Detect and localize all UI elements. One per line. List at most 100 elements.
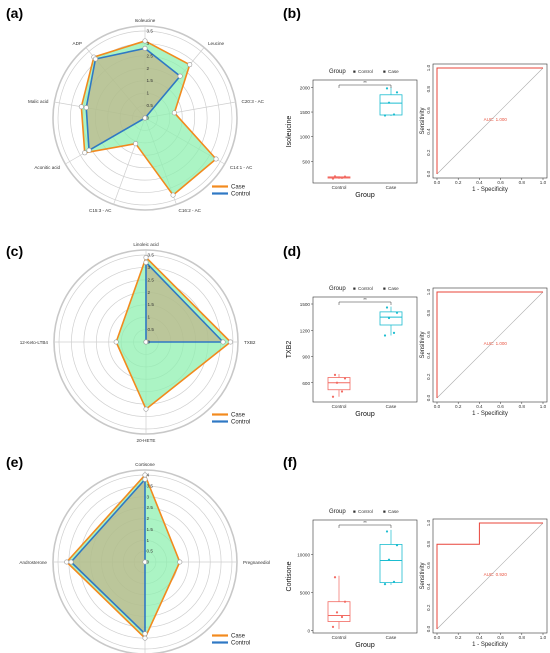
roc-y-axis-label: Sensitivity (420, 562, 426, 589)
box-x-axis-label: Group (355, 192, 375, 199)
radar-axis-label: Malic acid (28, 99, 49, 104)
box-legend-label: Control (358, 509, 373, 514)
box-point (335, 176, 339, 179)
radar-point (142, 476, 148, 482)
radar-point (143, 254, 149, 260)
roc-y-tick-label: 0.0 (426, 394, 431, 401)
radar-tick-label: 1.5 (148, 302, 155, 307)
roc-y-tick-label: 1.0 (426, 64, 431, 71)
radar-point (92, 56, 98, 62)
box-y-tick-label: 10000 (297, 552, 310, 557)
roc-y-axis-label: Sensitivity (420, 331, 426, 358)
radar-point (177, 73, 183, 79)
roc-x-tick-label: 0.0 (434, 635, 441, 640)
legend-label-control: Control (231, 641, 250, 647)
radar-tick-label: 1 (147, 538, 150, 543)
box-y-tick-label: 600 (302, 381, 310, 386)
roc-y-axis-label: Sensitivity (420, 107, 426, 134)
panel-label-f: (f) (283, 454, 297, 470)
box-point (333, 373, 337, 376)
roc-y-tick-label: 0.0 (426, 625, 431, 632)
legend-key-icon: ■ (353, 69, 356, 74)
box-point (331, 625, 335, 628)
roc-diagonal (436, 67, 544, 175)
radar-point (82, 150, 88, 156)
box-point (392, 331, 396, 334)
radar-tick-label: 2 (148, 290, 151, 295)
roc-y-tick-label: 0.6 (426, 562, 431, 569)
roc-auc-label: AUC: 0.920 (484, 572, 508, 577)
box-case (379, 94, 403, 116)
box-point (340, 390, 344, 393)
panel-label-d: (d) (283, 243, 301, 259)
roc-y-tick-label: 1.0 (426, 288, 431, 295)
roc-x-tick-label: 1.0 (540, 404, 547, 409)
roc-x-tick-label: 0.6 (497, 180, 504, 185)
radar-point (143, 406, 149, 412)
radar-point (113, 339, 119, 345)
roc-x-tick-label: 0.4 (476, 635, 483, 640)
roc-x-axis-label: 1 - Specificity (472, 642, 508, 648)
roc-y-tick-label: 0.2 (426, 373, 431, 380)
roc-x-tick-label: 0.0 (434, 404, 441, 409)
roc-curve (436, 522, 543, 629)
radar-axis-label: Linoleic acid (133, 242, 159, 247)
roc-y-tick-label: 0.6 (426, 331, 431, 338)
panel-label-e: (e) (6, 454, 23, 470)
radar-axis-label: Isoleucine (135, 18, 156, 23)
box-point (387, 316, 391, 320)
radar-tick-label: 2.5 (147, 53, 154, 58)
radar-axis-label: ADP (73, 41, 82, 46)
roc-y-tick-label: 0.0 (426, 170, 431, 177)
significance-bracket (338, 84, 392, 88)
radar-point (78, 104, 84, 110)
roc-y-tick-label: 0.4 (426, 583, 431, 590)
box-point (340, 176, 344, 179)
box-case (379, 311, 403, 326)
significance-label: ** (363, 80, 367, 85)
significance-label: ** (363, 520, 367, 525)
radar-axis-label: Androsterone (19, 560, 47, 565)
roc-y-tick-label: 1.0 (426, 519, 431, 526)
roc-x-tick-label: 0.2 (455, 180, 462, 185)
radar-axis-label: Aconitic acid (34, 165, 60, 170)
radar-tick-label: 2.5 (148, 277, 155, 282)
roc-x-tick-label: 0.4 (476, 404, 483, 409)
box-y-tick-label: 500 (302, 159, 310, 164)
roc-diagonal (436, 522, 544, 630)
radar-point (142, 631, 148, 637)
box-x-tick-label: Control (332, 635, 347, 640)
radar-tick-label: 1.5 (147, 78, 154, 83)
radar-tick-label: 2 (147, 516, 150, 521)
box-y-tick-label: 1000 (300, 135, 311, 140)
radar-series-control (145, 261, 224, 343)
roc-x-tick-label: 0.6 (497, 404, 504, 409)
radar-axis-label: C20:3 - AC (242, 99, 265, 104)
radar-tick-label: 0 (147, 560, 150, 565)
roc-y-tick-label: 0.4 (426, 352, 431, 359)
panel-label-c: (c) (6, 243, 23, 259)
box-point (331, 177, 335, 180)
box-point (392, 580, 396, 583)
radar-point (142, 38, 148, 44)
significance-bracket (338, 524, 392, 528)
box-point (333, 576, 337, 579)
roc-y-tick-label: 0.8 (426, 310, 431, 317)
radar-axis-label: TXB2 (244, 340, 256, 345)
roc-curve (436, 67, 543, 174)
box-point (383, 334, 387, 337)
radar-tick-label: 1 (148, 315, 151, 320)
roc-y-tick-label: 0.6 (426, 107, 431, 114)
box-point (335, 381, 339, 384)
roc-auc-label: AUC: 1.000 (484, 117, 508, 122)
box-point (387, 101, 391, 104)
radar-axis-label: 12-Keto-LTB4 (20, 340, 49, 345)
box-legend-label: Control (358, 69, 373, 74)
box-point (395, 544, 399, 547)
radar-point (143, 259, 149, 265)
box-legend-title: Group (329, 286, 346, 292)
radar-tick-label: 3 (147, 494, 150, 499)
box-point (335, 611, 339, 614)
radar-point (143, 339, 149, 345)
legend-label-control: Control (231, 420, 250, 426)
